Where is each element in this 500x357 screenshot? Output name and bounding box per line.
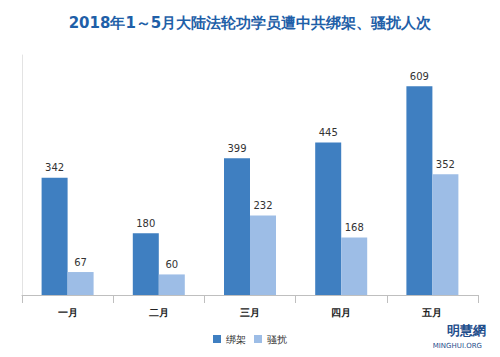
svg-text:二月: 二月 (149, 307, 169, 318)
svg-text:五月: 五月 (421, 307, 442, 318)
svg-text:MINGHUI.ORG: MINGHUI.ORG (433, 342, 482, 350)
svg-text:2018年1～5月大陆法轮功学员遭中共绑架、骚扰人次: 2018年1～5月大陆法轮功学员遭中共绑架、骚扰人次 (69, 14, 433, 32)
svg-text:180: 180 (136, 218, 155, 229)
svg-text:明慧網: 明慧網 (447, 323, 486, 338)
svg-text:232: 232 (253, 200, 272, 211)
svg-text:168: 168 (345, 222, 364, 233)
svg-text:67: 67 (74, 257, 87, 268)
svg-text:445: 445 (319, 127, 338, 138)
svg-text:一月: 一月 (58, 307, 78, 318)
svg-text:609: 609 (410, 71, 429, 82)
svg-text:352: 352 (436, 159, 455, 170)
svg-text:399: 399 (227, 143, 246, 154)
svg-text:60: 60 (165, 259, 178, 270)
svg-text:骚扰: 骚扰 (267, 334, 287, 345)
svg-text:绑架: 绑架 (226, 334, 246, 345)
svg-text:三月: 三月 (240, 307, 260, 318)
svg-text:四月: 四月 (331, 307, 351, 318)
svg-text:342: 342 (45, 162, 64, 173)
